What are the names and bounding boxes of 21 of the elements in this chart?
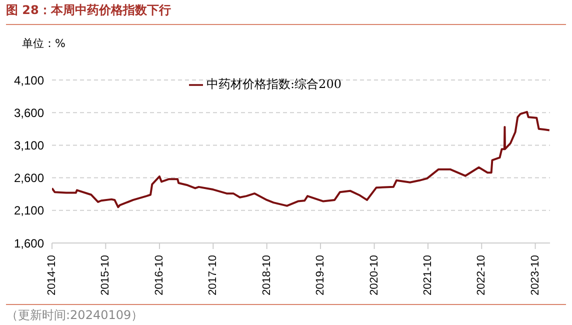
x-tick-label: 2022-10 [476,255,488,296]
y-tick-label: 2,100 [14,204,44,218]
y-tick-label: 3,100 [14,138,44,152]
x-tick-label: 2017-10 [207,255,220,296]
x-tick-label: 2019-10 [314,255,326,296]
x-tick-label: 2016-10 [153,255,166,296]
x-tick-label: 2023-10 [529,255,542,296]
x-tick-label: 2020-10 [368,255,380,296]
chart-title: 图 28：本周中药价格指数下行 [6,2,171,19]
x-tick-label: 2015-10 [100,255,112,296]
y-tick-label: 2,600 [14,171,44,186]
legend-label: 中药材价格指数:综合200 [206,77,342,91]
x-tick-label: 2014-10 [46,255,58,296]
y-tick-label: 4,100 [14,73,44,88]
x-tick-label: 2018-10 [260,255,273,296]
text: （更新时间:20240109） [6,307,144,324]
y-tick-label: 3,600 [14,106,44,120]
y-tick-label: 1,600 [14,236,44,250]
line-series [52,110,550,208]
x-tick-label: 2021-10 [422,255,434,296]
y-axis-title: 单位：% [22,36,66,51]
